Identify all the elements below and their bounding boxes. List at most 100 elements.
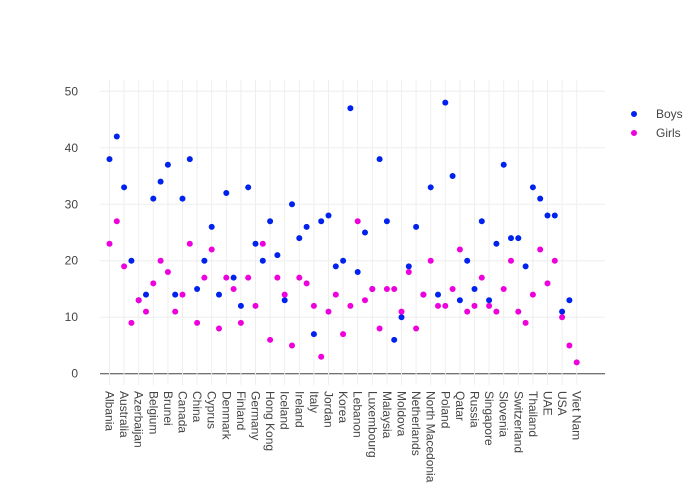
boys-point[interactable] — [150, 195, 157, 202]
girls-point[interactable] — [245, 274, 252, 281]
legend[interactable]: Boys Girls — [631, 107, 683, 140]
girls-point[interactable] — [456, 246, 463, 253]
boys-point[interactable] — [223, 189, 230, 196]
boys-point[interactable] — [508, 235, 514, 242]
boys-point[interactable] — [186, 156, 193, 163]
boys-point[interactable] — [179, 195, 186, 202]
boys-point[interactable] — [201, 257, 208, 264]
girls-point[interactable] — [442, 302, 449, 309]
legend-item-girls[interactable]: Girls — [631, 126, 681, 140]
girls-point[interactable] — [216, 325, 222, 332]
girls-point[interactable] — [310, 302, 317, 309]
girls-point[interactable] — [135, 297, 142, 304]
girls-point[interactable] — [537, 246, 544, 253]
boys-point[interactable] — [310, 331, 317, 338]
boys-point[interactable] — [456, 297, 463, 304]
girls-point[interactable] — [274, 274, 281, 281]
boys-point[interactable] — [106, 156, 113, 163]
girls-point[interactable] — [121, 263, 128, 270]
girls-point[interactable] — [259, 240, 266, 247]
girls-point[interactable] — [500, 285, 507, 292]
girls-point[interactable] — [573, 359, 580, 366]
boys-point[interactable] — [515, 235, 522, 242]
boys-point[interactable] — [493, 240, 500, 247]
girls-point[interactable] — [325, 308, 332, 315]
boys-point[interactable] — [325, 212, 332, 219]
girls-point[interactable] — [252, 302, 259, 309]
boys-point[interactable] — [143, 291, 149, 298]
boys-point[interactable] — [208, 223, 215, 230]
girls-point[interactable] — [201, 274, 208, 281]
girls-point[interactable] — [529, 291, 536, 298]
boys-point[interactable] — [464, 257, 471, 264]
girls-point[interactable] — [296, 274, 303, 281]
girls-point[interactable] — [303, 280, 310, 287]
boys-point[interactable] — [289, 201, 295, 208]
girls-point[interactable] — [172, 308, 179, 315]
girls-point[interactable] — [486, 302, 493, 309]
boys-point[interactable] — [354, 269, 361, 276]
boys-point[interactable] — [500, 161, 507, 168]
boys-point[interactable] — [318, 218, 325, 225]
girls-point[interactable] — [405, 269, 412, 276]
boys-point[interactable] — [529, 184, 536, 191]
boys-point[interactable] — [259, 257, 266, 264]
boys-point[interactable] — [435, 291, 441, 298]
boys-point[interactable] — [398, 314, 405, 321]
girls-point[interactable] — [420, 291, 427, 298]
girls-point[interactable] — [362, 297, 368, 304]
girls-point[interactable] — [427, 257, 434, 264]
boys-point[interactable] — [252, 240, 259, 247]
boys-point[interactable] — [281, 297, 288, 304]
girls-point[interactable] — [449, 285, 456, 292]
boys-point[interactable] — [347, 105, 354, 112]
girls-point[interactable] — [369, 285, 376, 292]
boys-point[interactable] — [194, 285, 201, 292]
girls-point[interactable] — [566, 342, 573, 349]
boys-point[interactable] — [478, 218, 485, 225]
girls-point[interactable] — [559, 314, 566, 321]
boys-point[interactable] — [442, 99, 449, 106]
girls-point[interactable] — [515, 308, 522, 315]
boys-point[interactable] — [537, 195, 544, 202]
girls-point[interactable] — [150, 280, 157, 287]
girls-point[interactable] — [113, 218, 120, 225]
girls-point[interactable] — [551, 257, 558, 264]
girls-point[interactable] — [289, 342, 295, 349]
girls-point[interactable] — [128, 319, 135, 326]
boys-point[interactable] — [164, 161, 171, 168]
girls-point[interactable] — [522, 319, 529, 326]
boys-point[interactable] — [383, 218, 390, 225]
boys-point[interactable] — [128, 257, 135, 264]
girls-point[interactable] — [508, 257, 514, 264]
boys-point[interactable] — [413, 223, 420, 230]
girls-point[interactable] — [398, 308, 405, 315]
boys-point[interactable] — [405, 263, 412, 270]
girls-point[interactable] — [332, 291, 339, 298]
boys-point[interactable] — [449, 173, 456, 180]
girls-point[interactable] — [208, 246, 215, 253]
girls-point[interactable] — [471, 302, 478, 309]
girls-point[interactable] — [413, 325, 420, 332]
girls-point[interactable] — [237, 319, 244, 326]
boys-point[interactable] — [522, 263, 529, 270]
girls-point[interactable] — [186, 240, 193, 247]
girls-point[interactable] — [318, 353, 325, 360]
boys-point[interactable] — [486, 297, 493, 304]
boys-point[interactable] — [113, 133, 120, 140]
boys-point[interactable] — [230, 274, 237, 281]
boys-point[interactable] — [340, 257, 347, 264]
girls-point[interactable] — [230, 285, 237, 292]
boys-point[interactable] — [245, 184, 252, 191]
girls-point[interactable] — [281, 291, 288, 298]
boys-point[interactable] — [157, 178, 164, 185]
girls-point[interactable] — [354, 218, 361, 225]
boys-point[interactable] — [332, 263, 339, 270]
boys-point[interactable] — [303, 223, 310, 230]
girls-point[interactable] — [376, 325, 383, 332]
girls-point[interactable] — [493, 308, 500, 315]
boys-point[interactable] — [391, 336, 398, 343]
girls-point[interactable] — [106, 240, 113, 247]
legend-item-boys[interactable]: Boys — [631, 107, 683, 121]
girls-point[interactable] — [544, 280, 551, 287]
